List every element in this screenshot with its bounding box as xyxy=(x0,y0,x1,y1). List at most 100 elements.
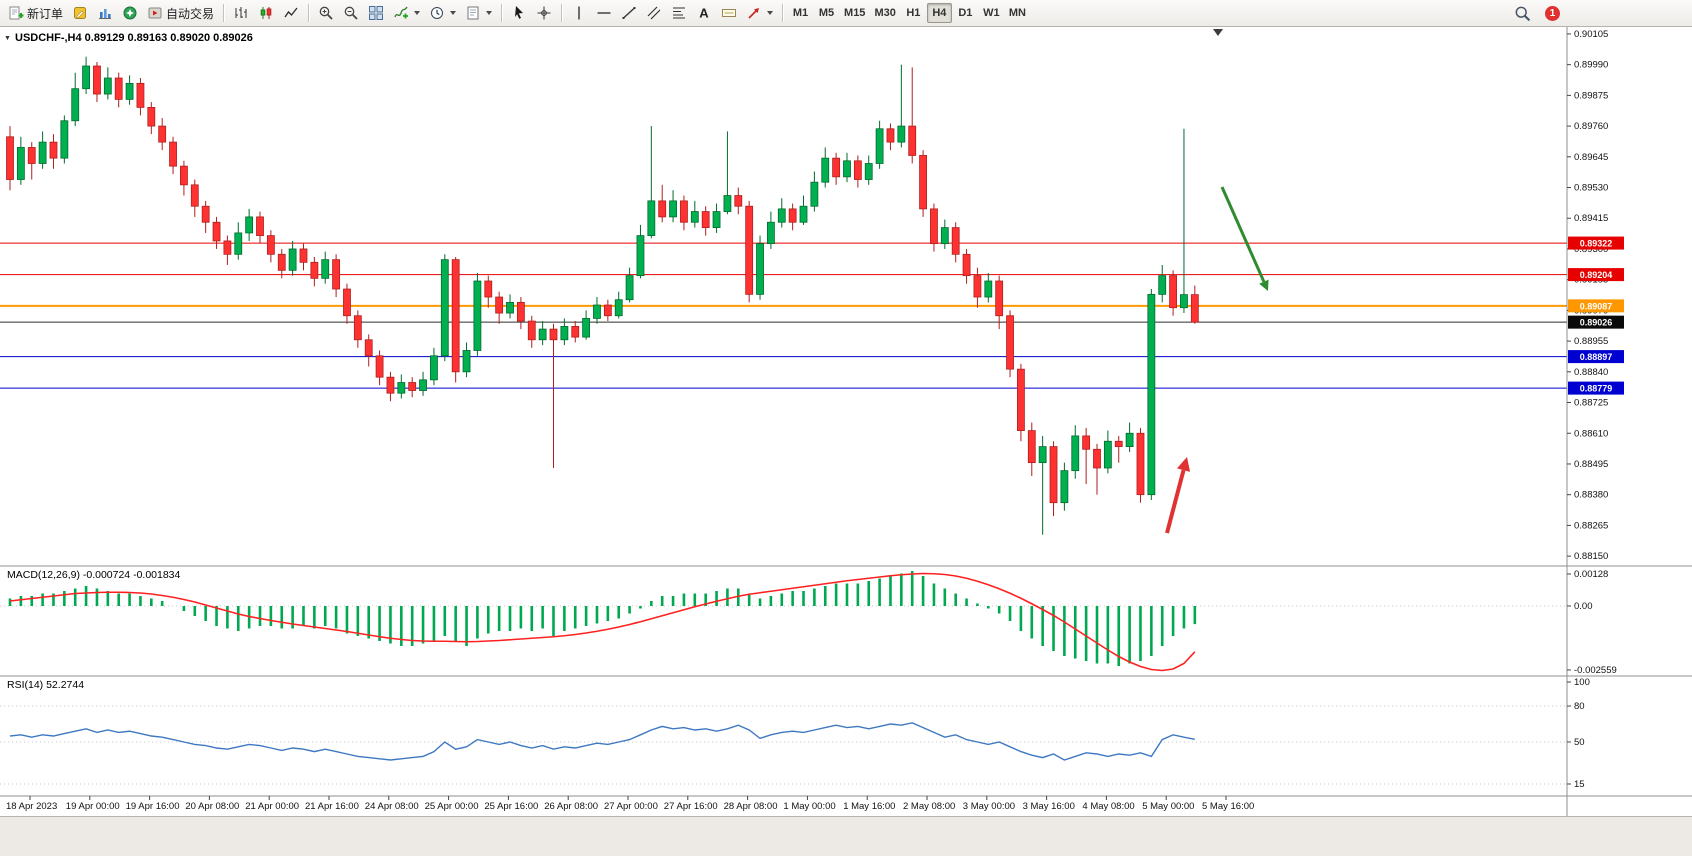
autotrading-button[interactable]: 自动交易 xyxy=(143,2,218,24)
timeframe-m1-button[interactable]: M1 xyxy=(788,3,813,23)
svg-text:0.00128: 0.00128 xyxy=(1574,569,1608,580)
arrows-tool-button[interactable] xyxy=(742,2,777,24)
bar-chart-button[interactable] xyxy=(229,2,253,24)
horizontal-line-button[interactable] xyxy=(592,2,616,24)
svg-text:24 Apr 08:00: 24 Apr 08:00 xyxy=(365,801,419,812)
svg-text:0.88955: 0.88955 xyxy=(1574,336,1608,347)
new-order-label: 新订单 xyxy=(27,6,64,21)
rsi-line xyxy=(9,722,1195,761)
horizontal-line-icon xyxy=(596,5,612,21)
timeframe-d1-button[interactable]: D1 xyxy=(953,3,978,23)
chart-shift-marker[interactable] xyxy=(1213,29,1223,36)
toolbar-separator xyxy=(782,4,784,22)
red-up-arrow[interactable] xyxy=(1165,469,1186,534)
indicators-button[interactable] xyxy=(389,2,424,24)
notification-count: 1 xyxy=(1549,7,1556,19)
timeframe-m15-button[interactable]: M15 xyxy=(840,3,869,23)
new-order-button[interactable]: 新订单 xyxy=(4,2,67,24)
timeframe-m30-button[interactable]: M30 xyxy=(870,3,899,23)
svg-text:0.88380: 0.88380 xyxy=(1574,490,1608,501)
zoom-out-button[interactable] xyxy=(339,2,363,24)
arrows-dropdown-caret xyxy=(767,11,774,15)
candlestick-chart-icon xyxy=(258,5,274,21)
main-toolbar: 新订单 自动交易 xyxy=(0,0,1692,27)
svg-text:21 Apr 16:00: 21 Apr 16:00 xyxy=(305,801,359,812)
toolbar-separator xyxy=(308,4,310,22)
line-chart-button[interactable] xyxy=(279,2,303,24)
templates-button[interactable] xyxy=(461,2,496,24)
text-tool-button[interactable]: A xyxy=(692,2,716,24)
green-down-arrow[interactable] xyxy=(1220,186,1266,283)
timeframe-h1-button[interactable]: H1 xyxy=(901,3,926,23)
price-badge-0.88779 xyxy=(1568,381,1624,395)
svg-text:0.88495: 0.88495 xyxy=(1574,459,1608,470)
channel-icon xyxy=(646,5,662,21)
new-order-icon xyxy=(8,5,24,21)
market-watch-icon xyxy=(97,5,113,21)
time-axis[interactable]: 18 Apr 2023 19 Apr 00:00 19 Apr 16:00 20 Ap… xyxy=(6,796,1254,812)
svg-text:15: 15 xyxy=(1574,779,1585,790)
timeframe-h4-button[interactable]: H4 xyxy=(926,3,952,23)
periods-dropdown-caret xyxy=(450,11,457,15)
svg-text:0.89645: 0.89645 xyxy=(1574,152,1608,163)
chart-title-ohlc: USDCHF-,H4 0.89129 0.89163 0.89020 0.890… xyxy=(15,32,253,44)
svg-text:3 May 16:00: 3 May 16:00 xyxy=(1023,801,1075,812)
chart-background[interactable] xyxy=(0,27,1692,816)
macd-layer xyxy=(8,571,1197,672)
trendline-button[interactable] xyxy=(617,2,641,24)
template-icon xyxy=(465,5,481,21)
fibonacci-button[interactable] xyxy=(667,2,691,24)
drawing-objects xyxy=(1165,186,1269,534)
chart-window: 0.90105 0.89990 0.89875 0.89760 0.89645 0.895… xyxy=(0,27,1692,816)
fibonacci-icon xyxy=(671,5,687,21)
chart-canvas: 0.90105 0.89990 0.89875 0.89760 0.89645 0.895… xyxy=(0,27,1692,816)
toolbar-separator xyxy=(561,4,563,22)
metaeditor-button[interactable] xyxy=(68,2,92,24)
cursor-button[interactable] xyxy=(507,2,531,24)
svg-text:19 Apr 00:00: 19 Apr 00:00 xyxy=(66,801,120,812)
notification-badge[interactable]: 1 xyxy=(1545,5,1560,21)
candlestick-chart-button[interactable] xyxy=(254,2,278,24)
autotrading-icon xyxy=(147,5,163,21)
svg-text:0.00: 0.00 xyxy=(1574,601,1593,612)
line-chart-icon xyxy=(283,5,299,21)
svg-text:0.89875: 0.89875 xyxy=(1574,90,1608,101)
svg-text:0.89322: 0.89322 xyxy=(1580,239,1613,249)
svg-text:0.89415: 0.89415 xyxy=(1574,213,1608,224)
rsi-layer xyxy=(9,722,1195,761)
timeframe-w1-button[interactable]: W1 xyxy=(979,3,1004,23)
svg-text:0.88897: 0.88897 xyxy=(1580,352,1613,362)
timeframe-mn-button[interactable]: MN xyxy=(1005,3,1030,23)
navigator-button[interactable] xyxy=(118,2,142,24)
svg-text:0.88610: 0.88610 xyxy=(1574,428,1608,439)
svg-text:0.88150: 0.88150 xyxy=(1574,551,1608,562)
indicators-dropdown-caret xyxy=(414,11,421,15)
vertical-line-button[interactable] xyxy=(567,2,591,24)
panel-frames xyxy=(0,27,1692,816)
symbol-dropdown-arrow[interactable]: ▼ xyxy=(4,35,11,42)
search-button[interactable] xyxy=(1510,2,1535,24)
toolbar-right-group: 1 xyxy=(1510,2,1560,24)
timeframe-m5-button[interactable]: M5 xyxy=(814,3,839,23)
vertical-line-icon xyxy=(571,5,587,21)
templates-dropdown-caret xyxy=(486,11,493,15)
svg-text:19 Apr 16:00: 19 Apr 16:00 xyxy=(126,801,180,812)
tile-windows-icon xyxy=(368,5,384,21)
svg-text:0.89990: 0.89990 xyxy=(1574,60,1608,71)
svg-text:50: 50 xyxy=(1574,737,1585,748)
svg-text:0.89087: 0.89087 xyxy=(1580,301,1613,311)
channel-button[interactable] xyxy=(642,2,666,24)
tile-windows-button[interactable] xyxy=(364,2,388,24)
svg-text:26 Apr 08:00: 26 Apr 08:00 xyxy=(544,801,598,812)
text-label-button[interactable] xyxy=(717,2,741,24)
trendline-icon xyxy=(621,5,637,21)
crosshair-icon xyxy=(536,5,552,21)
svg-text:4 May 08:00: 4 May 08:00 xyxy=(1082,801,1134,812)
zoom-in-button[interactable] xyxy=(314,2,338,24)
crosshair-button[interactable] xyxy=(532,2,556,24)
periods-button[interactable] xyxy=(425,2,460,24)
text-label-icon xyxy=(721,5,737,21)
market-watch-button[interactable] xyxy=(93,2,117,24)
svg-text:1 May 00:00: 1 May 00:00 xyxy=(783,801,835,812)
